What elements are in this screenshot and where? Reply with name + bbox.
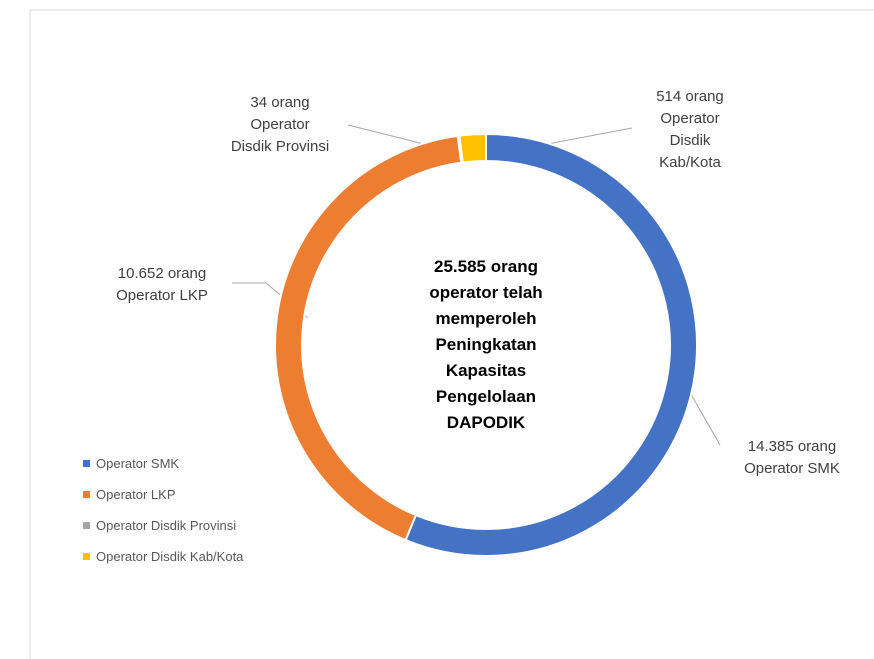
data-label-value: 514 orang (656, 88, 724, 105)
legend-swatch (83, 522, 90, 529)
legend-label: Operator SMK (96, 456, 180, 471)
legend-swatch (83, 553, 90, 560)
legend-item: Operator SMK (83, 456, 179, 471)
data-label-category: Operator Disdik Provinsi (230, 116, 330, 155)
data-label-value: 10.652 orang (117, 265, 207, 282)
legend-item: Operator Disdik Provinsi (83, 518, 236, 533)
data-label: 10.652 orang Operator LKP (82, 263, 242, 307)
data-label: 514 orang Operator Disdik Kab/Kota (645, 86, 735, 174)
data-label-category: Operator SMK (744, 460, 840, 477)
legend-item: Operator Disdik Kab/Kota (83, 549, 243, 564)
legend-item: Operator LKP (83, 487, 176, 502)
data-label: 34 orang Operator Disdik Provinsi (218, 92, 343, 158)
data-label: 14.385 orang Operator SMK (712, 436, 872, 480)
legend-swatch (83, 460, 90, 467)
legend-label: Operator Disdik Kab/Kota (96, 549, 244, 564)
legend-label: Operator LKP (96, 487, 176, 502)
center-text: 25.585 orang operator telah memperoleh P… (429, 257, 543, 432)
data-label-value: 14.385 orang (747, 438, 837, 455)
data-label-category: Operator Disdik Kab/Kota (659, 110, 721, 171)
data-label-category: Operator LKP (116, 287, 208, 304)
data-label-value: 34 orang (250, 94, 310, 111)
legend-swatch (83, 491, 90, 498)
legend-label: Operator Disdik Provinsi (96, 518, 237, 533)
donut-segment (458, 132, 487, 164)
